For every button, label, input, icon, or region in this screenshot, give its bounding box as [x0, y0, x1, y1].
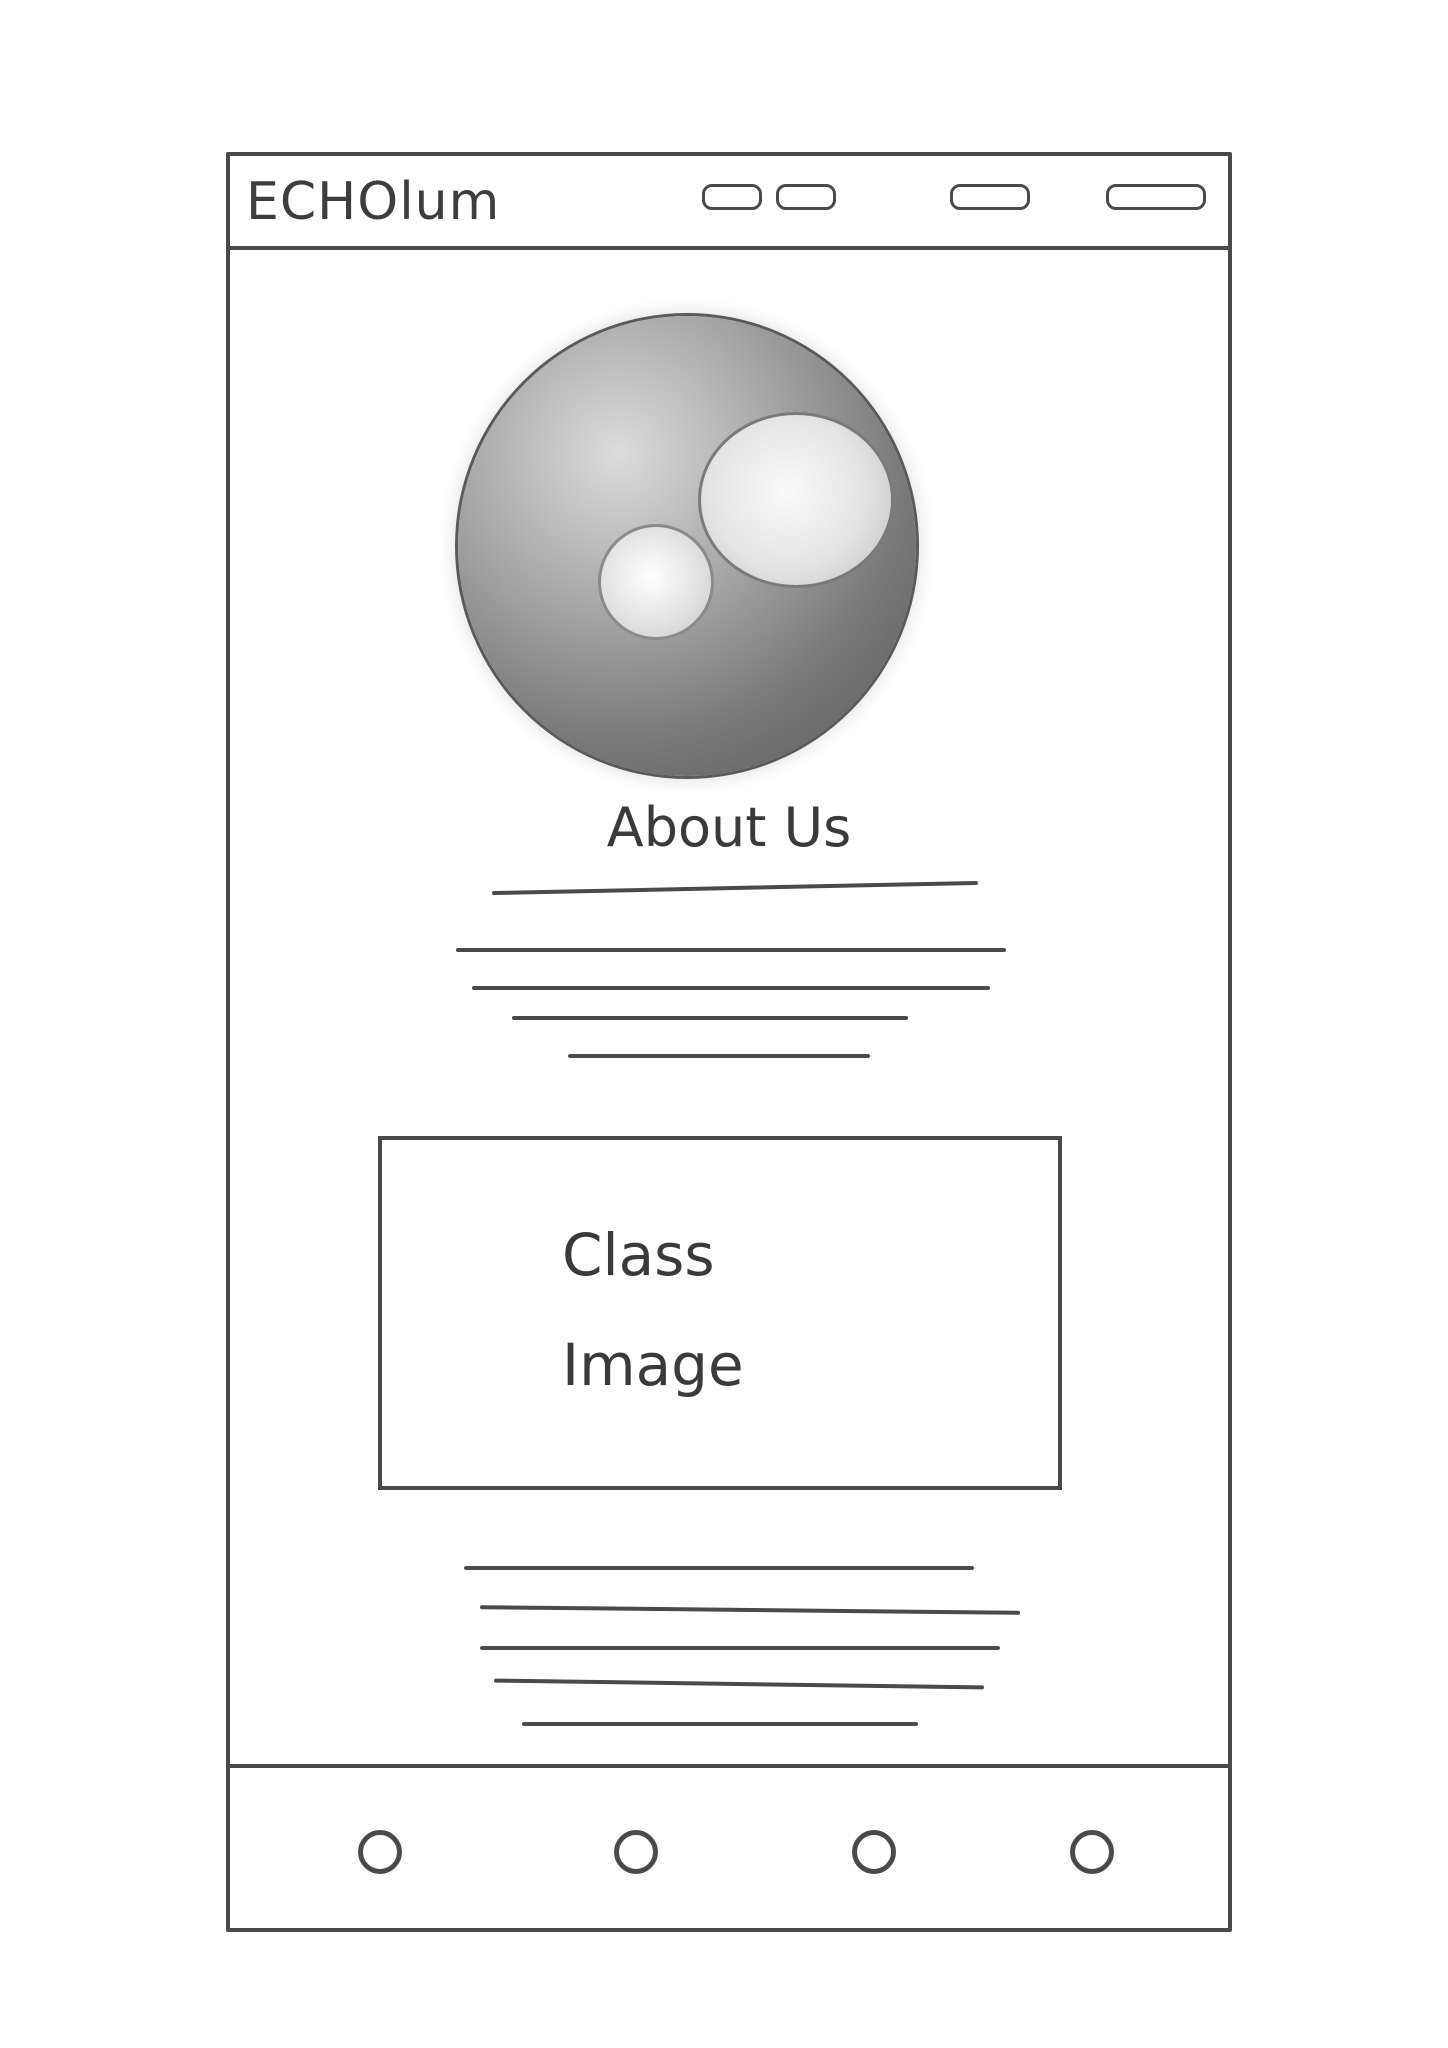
hero-image: [458, 316, 916, 776]
hero-moon-large: [698, 412, 894, 588]
bottom-nav-icon-3[interactable]: [852, 1830, 896, 1874]
about-text-line: [512, 1016, 908, 1020]
top-app-bar: ECHOlum: [230, 156, 1228, 250]
bottom-nav-icon-4[interactable]: [1070, 1830, 1114, 1874]
nav-item-3[interactable]: [950, 184, 1030, 210]
about-text-line: [492, 880, 978, 896]
bottom-nav-bar: [230, 1764, 1228, 1928]
hero-moon-small: [598, 524, 714, 640]
class-text-line: [464, 1566, 974, 1570]
class-text-line: [479, 1605, 1021, 1615]
class-image-label: Class Image: [562, 1221, 744, 1399]
class-image-placeholder: Class Image: [378, 1136, 1062, 1490]
about-text-line: [568, 1054, 870, 1058]
nav-item-4[interactable]: [1106, 184, 1206, 210]
class-text-line: [480, 1646, 1000, 1650]
class-text-line: [493, 1678, 985, 1690]
bottom-nav-icon-2[interactable]: [614, 1830, 658, 1874]
about-text-line: [472, 986, 990, 990]
nav-item-2[interactable]: [776, 184, 836, 210]
phone-frame: ECHOlum About Us Class Image: [226, 152, 1232, 1932]
class-text-line: [522, 1722, 918, 1726]
about-us-title: About Us: [606, 796, 852, 859]
bottom-nav-icon-1[interactable]: [358, 1830, 402, 1874]
nav-item-1[interactable]: [702, 184, 762, 210]
about-text-line: [456, 948, 1006, 952]
logo[interactable]: ECHOlum: [246, 172, 501, 232]
